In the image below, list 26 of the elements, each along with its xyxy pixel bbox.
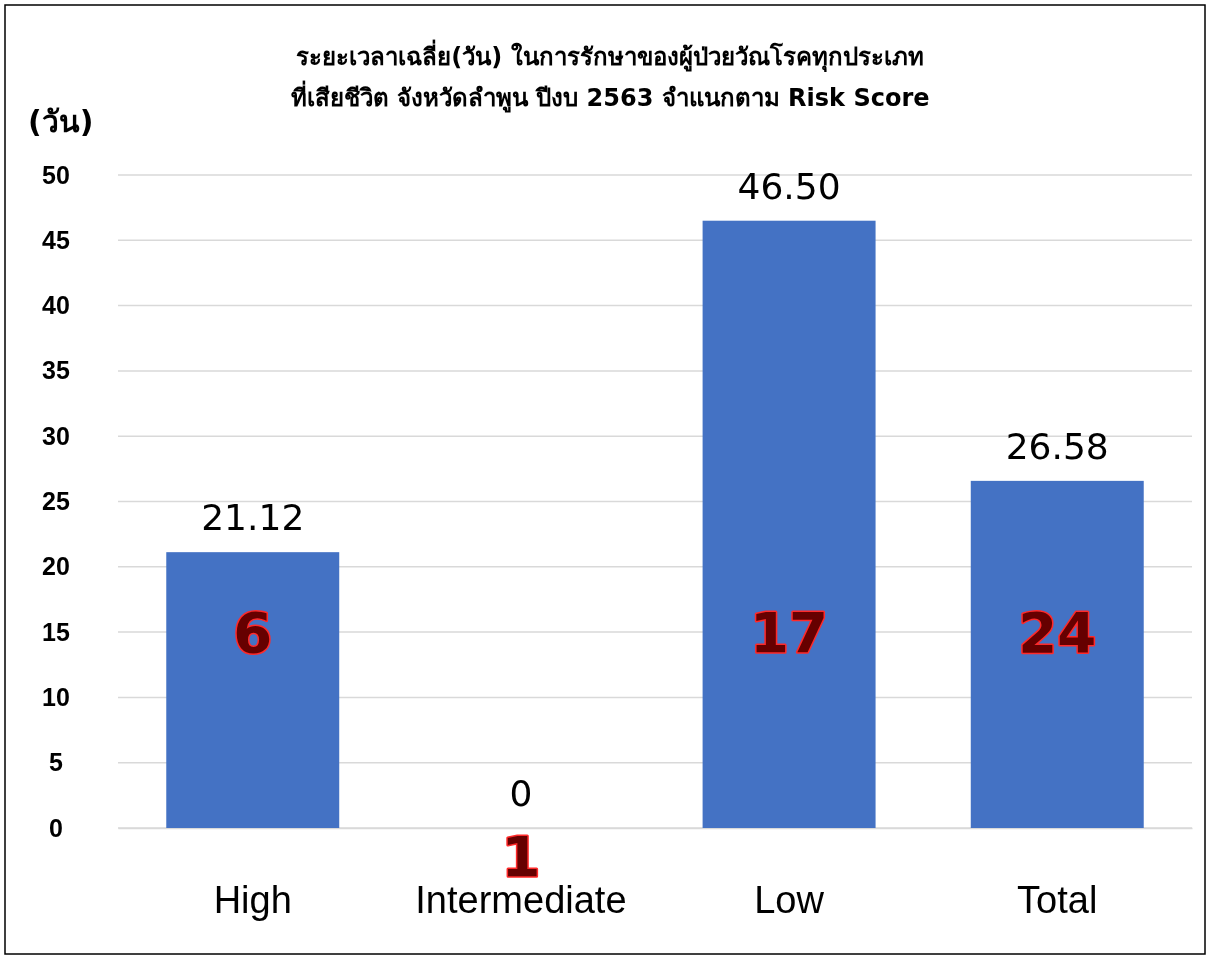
x-tick-label: Total [1017,878,1098,921]
y-tick-label: 10 [42,682,70,711]
chart-title: ระยะเวลาเฉลี่ย(วัน) ในการรักษาของผู้ป่วยวัณโรคทุกประเภท ที่เสียชีวิต จังหวัดลำพูน ปีงบ 2563 จำแนกตาม Risk Score [290,39,930,113]
data-label: 26.58 [1005,425,1109,467]
y-tick-label: 50 [42,160,70,189]
y-tick-label: 20 [42,552,70,581]
bar [970,480,1144,828]
y-tick-label: 0 [49,813,63,842]
bar [166,552,340,828]
data-label: 46.50 [737,165,841,207]
y-tick-label: 40 [42,291,70,320]
y-tick-label: 25 [42,487,70,515]
annotation: 24 [1018,600,1097,666]
x-tick-label: Low [754,878,825,921]
bar [702,220,876,828]
data-label: 21.12 [201,497,305,539]
y-tick-label: 45 [42,225,70,254]
annotation: 17 [750,600,829,666]
y-tick-label: 5 [49,748,64,777]
y-tick-label: 35 [42,356,70,385]
y-tick-label: 15 [42,617,70,646]
data-label: 0 [509,773,533,814]
y-tick-label: 30 [42,421,70,450]
x-tick-label: High [213,878,292,921]
y-axis-title: (วัน) [28,104,94,139]
annotation: 6 [233,600,273,666]
